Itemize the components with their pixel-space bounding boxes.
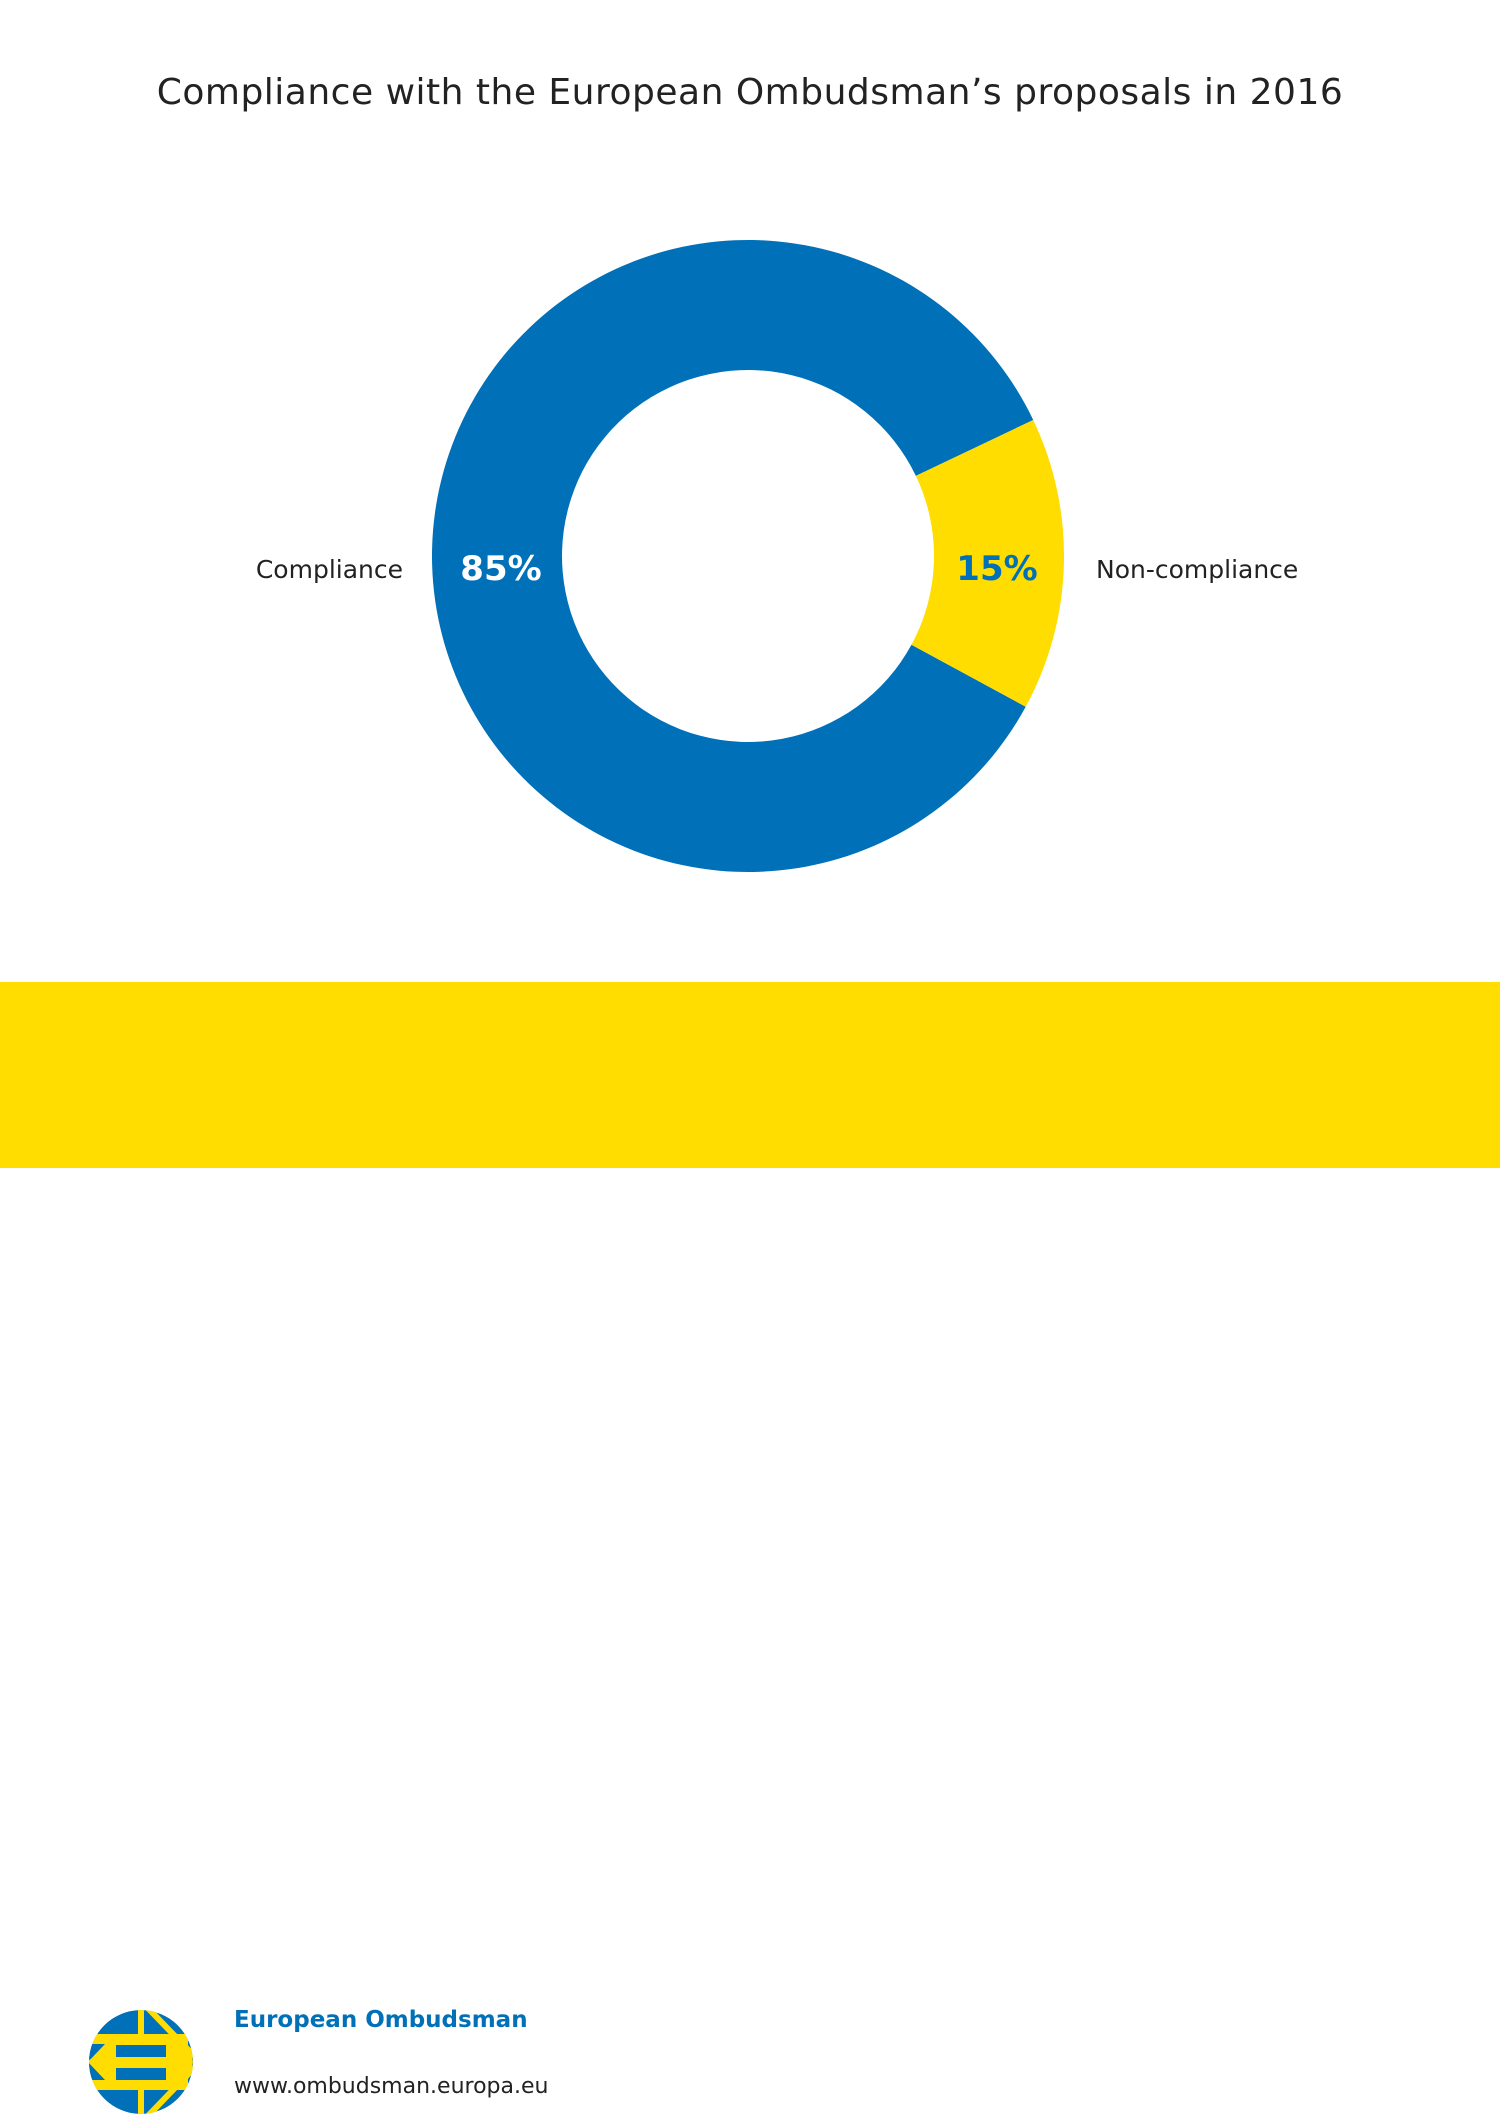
data-label-compliance: 85%: [460, 549, 541, 589]
category-label-non-compliance: Non-compliance: [1096, 555, 1298, 584]
footer: European Ombudsman www.ombudsman.europa.…: [0, 982, 1500, 2114]
donut-chart: 85% 15% Compliance Non-compliance: [256, 240, 1298, 872]
data-label-non-compliance: 15%: [956, 549, 1037, 589]
organization-name: European Ombudsman: [234, 2007, 528, 2033]
chart-title: Compliance with the European Ombudsman’s…: [156, 72, 1344, 113]
slice-compliance: [431, 240, 1034, 872]
european-ombudsman-logo-icon: [89, 2010, 193, 2114]
slice-non-compliance: [911, 419, 1064, 707]
website-link[interactable]: www.ombudsman.europa.eu: [234, 2074, 549, 2099]
category-label-compliance: Compliance: [256, 555, 403, 584]
